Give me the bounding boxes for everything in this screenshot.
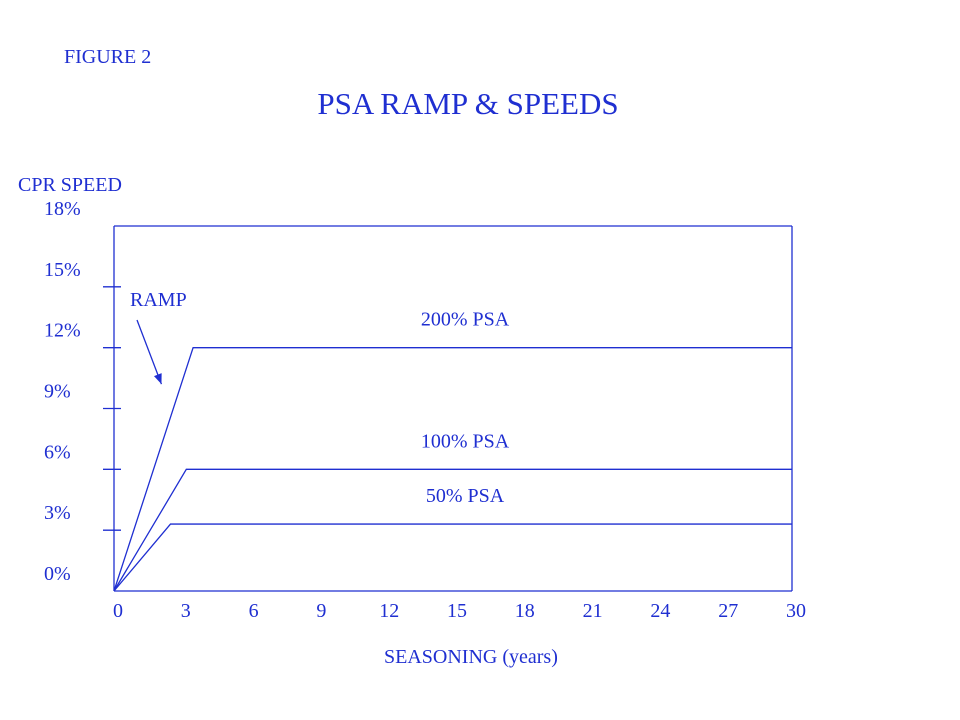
figure-label: FIGURE 2 <box>64 46 152 68</box>
x-tick-layer: 0 3 6 9 12 15 18 21 24 27 30 <box>113 600 806 622</box>
x-tick-label: 21 <box>583 600 603 622</box>
y-tick-label: 9% <box>44 381 71 403</box>
chart-title: PSA RAMP & SPEEDS <box>317 86 619 121</box>
x-tick-label: 9 <box>316 600 326 622</box>
ramp-arrow-shaft <box>136 319 163 385</box>
y-tick-label: 6% <box>44 441 71 463</box>
series-line <box>113 523 792 592</box>
y-tick-label: 15% <box>44 259 81 281</box>
series-label: 100% PSA <box>421 430 510 452</box>
series-line <box>113 468 792 592</box>
x-tick-label: 6 <box>249 600 259 622</box>
y-tick-layer: 0% 3% 6% 9% 12% 15% 18% <box>44 198 121 585</box>
series-label: 200% PSA <box>421 309 510 331</box>
series-label: 50% PSA <box>426 485 505 507</box>
ramp-arrow-head-icon <box>154 373 162 385</box>
x-tick-label: 27 <box>718 600 738 622</box>
x-tick-label: 18 <box>515 600 535 622</box>
x-axis-title: SEASONING (years) <box>384 646 558 668</box>
x-tick-label: 12 <box>379 600 399 622</box>
x-tick-label: 0 <box>113 600 123 622</box>
y-tick-label: 18% <box>44 198 81 220</box>
series-layer: 200% PSA 100% PSA 50% PSA <box>113 309 792 592</box>
x-tick-label: 24 <box>650 600 670 622</box>
y-tick-label: 3% <box>44 502 71 524</box>
x-tick-label: 30 <box>786 600 806 622</box>
y-tick-label: 12% <box>44 320 81 342</box>
series-line <box>113 347 792 592</box>
annotation-layer: RAMP <box>130 289 187 385</box>
x-tick-label: 15 <box>447 600 467 622</box>
y-axis-title: CPR SPEED <box>18 174 122 196</box>
ramp-annotation-label: RAMP <box>130 289 187 311</box>
x-tick-label: 3 <box>181 600 191 622</box>
plot-frame-layer <box>113 225 793 592</box>
y-tick-label: 0% <box>44 563 71 585</box>
